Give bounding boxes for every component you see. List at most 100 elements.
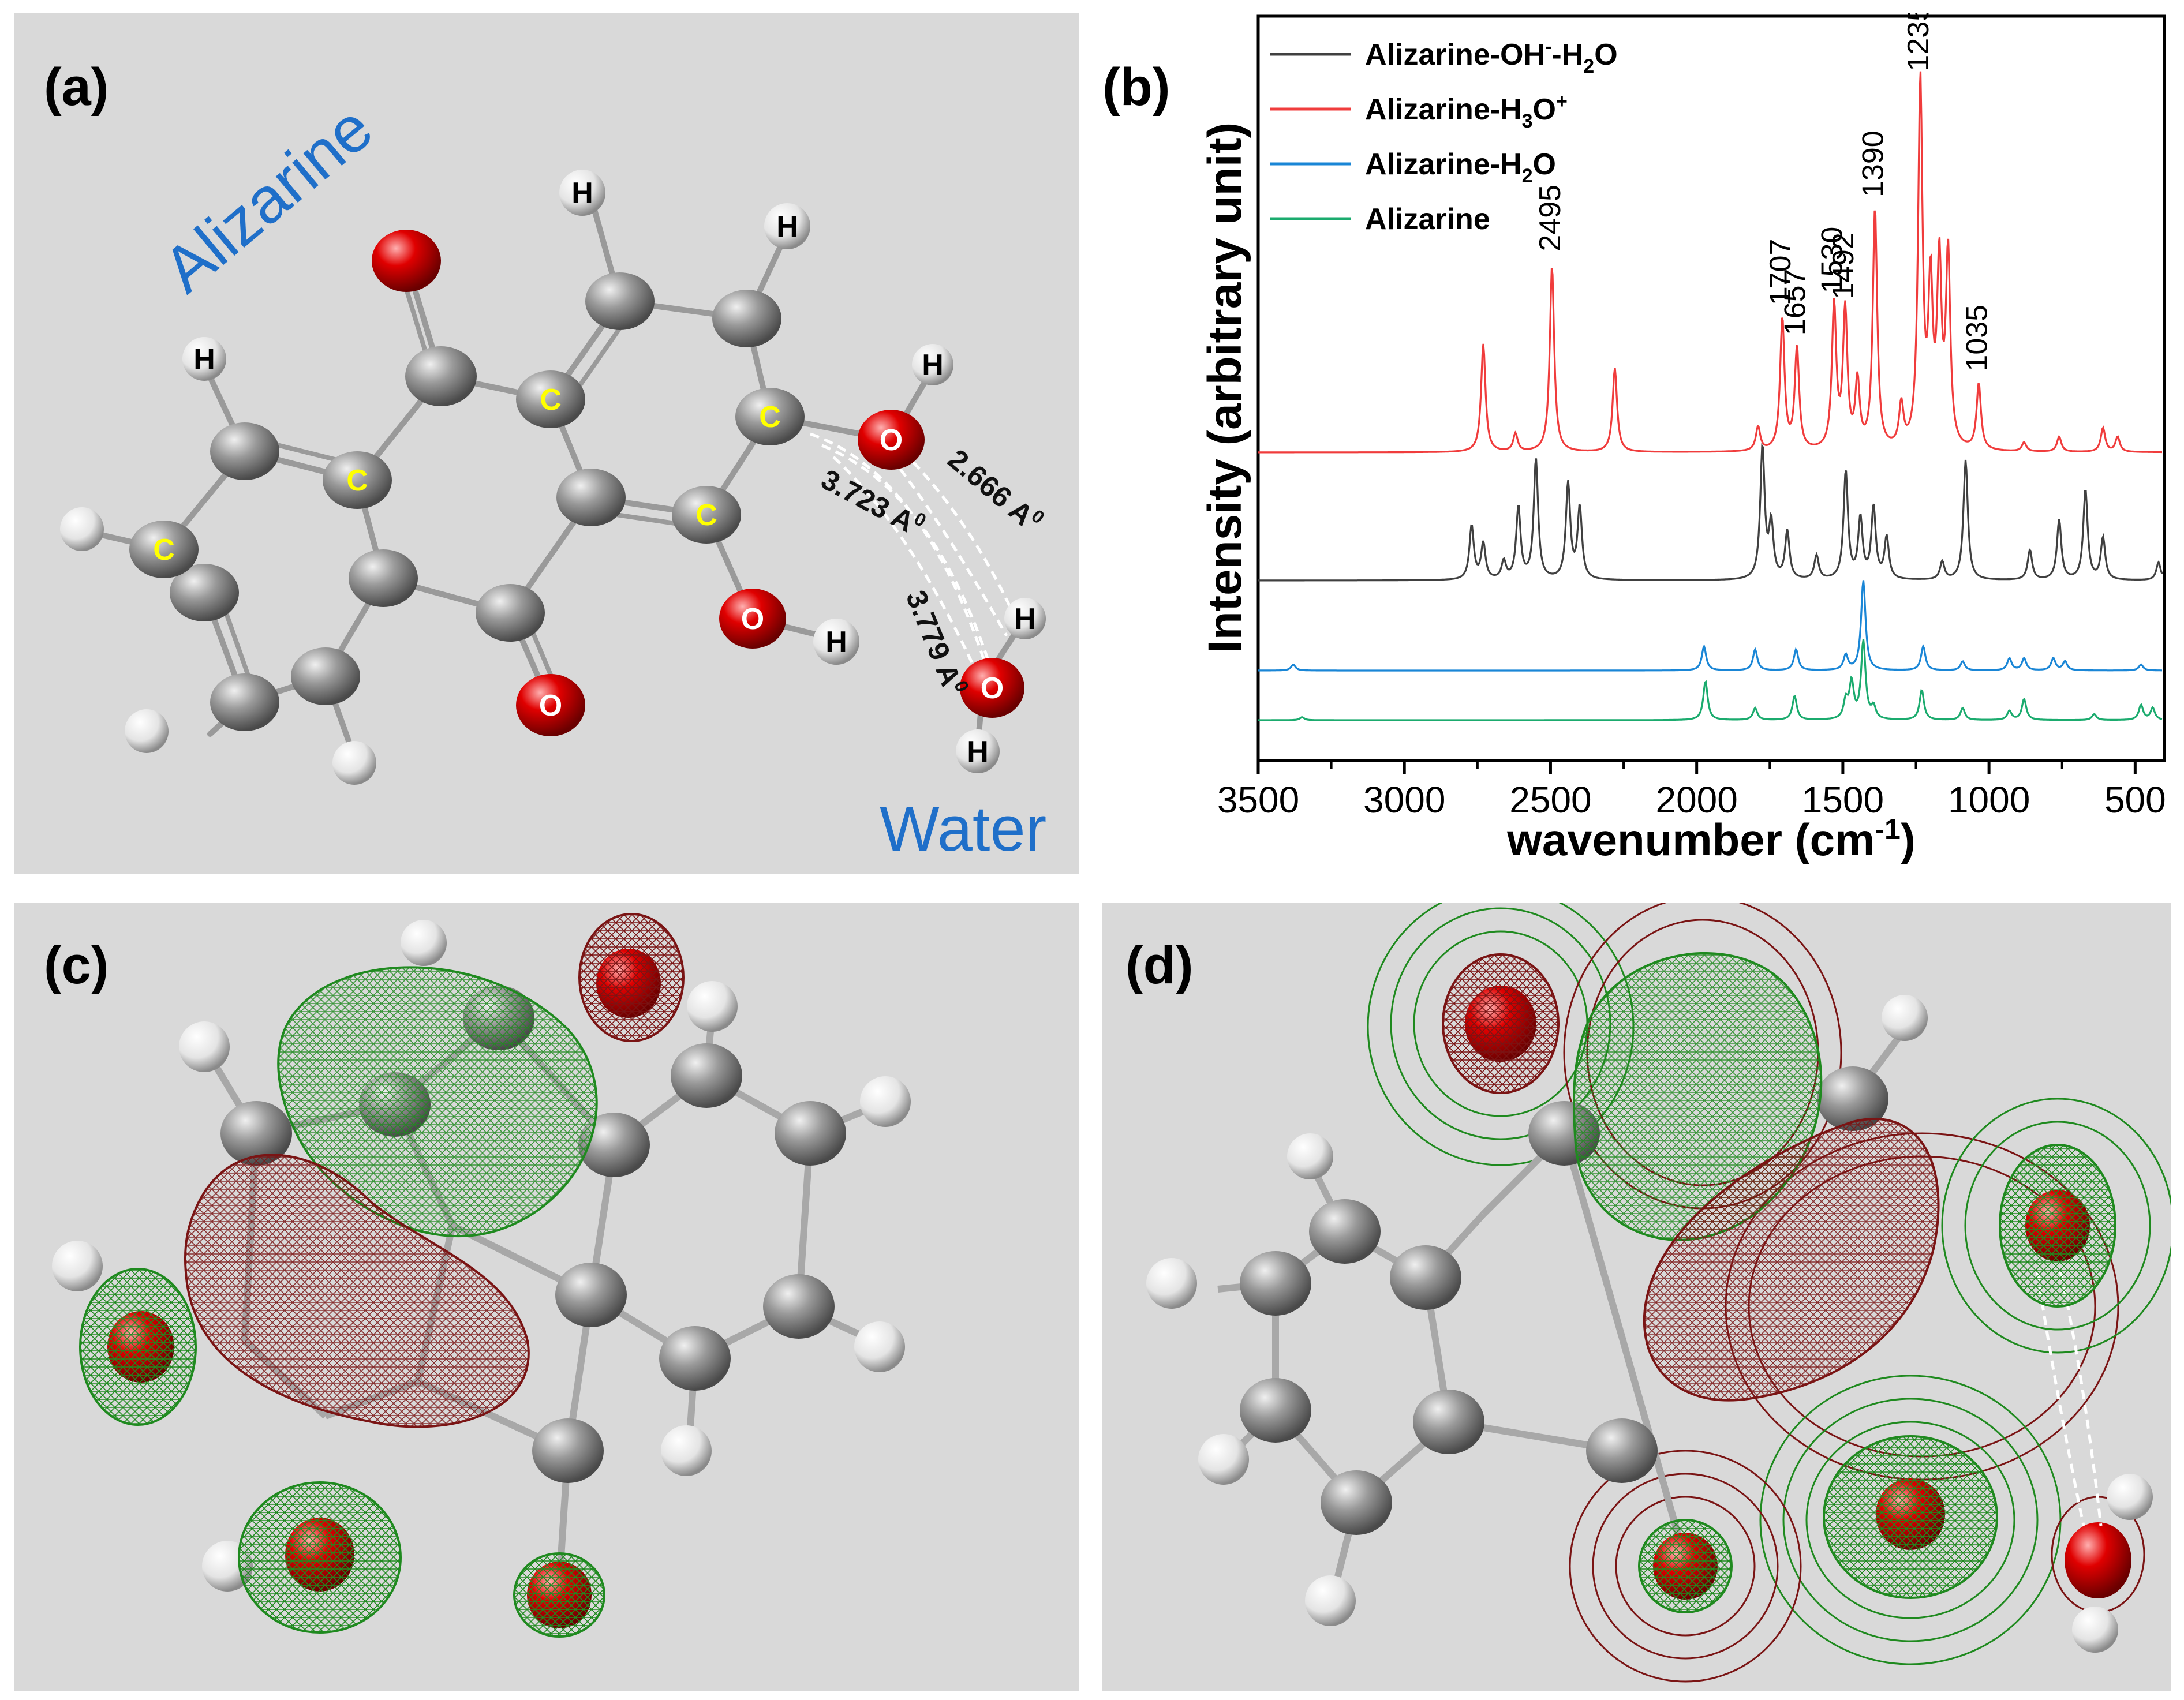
x-tick-label: 3000 bbox=[1363, 779, 1445, 821]
carbon-atom bbox=[476, 584, 545, 642]
carbon-atom bbox=[671, 1043, 742, 1108]
x-tick-label: 2000 bbox=[1655, 779, 1737, 821]
hydrogen-bond-dashes bbox=[2036, 1271, 2103, 1526]
series-line-0 bbox=[1258, 71, 2162, 454]
orbital-lobe-green bbox=[79, 1268, 197, 1426]
orbital-lobe-green bbox=[513, 1552, 605, 1638]
legend-label: Alizarine-H3O+ bbox=[1365, 91, 1568, 132]
carbon-atom bbox=[323, 451, 392, 509]
carbon-atom bbox=[578, 1113, 650, 1177]
legend: Alizarine-OH--H2O Alizarine-H3O+ Alizarine… bbox=[1270, 36, 1618, 236]
orbital-lobe-green bbox=[1823, 1435, 1998, 1599]
orbital-lobes bbox=[1442, 952, 2116, 1613]
orbital-lobe-green bbox=[1999, 1144, 2116, 1308]
hydrogen-atom bbox=[1287, 1133, 1333, 1179]
distance-labels: 3.723 A0 2.666 A0 3.779 A0 bbox=[816, 441, 1049, 695]
series-line-2 bbox=[1258, 580, 2162, 672]
oxygen-label: O bbox=[880, 424, 903, 457]
distance-label-1: 3.723 A0 bbox=[816, 461, 930, 544]
carbon-atom bbox=[585, 272, 655, 330]
hydrogen-atom bbox=[1004, 598, 1046, 639]
peak-label: 2495 bbox=[1534, 185, 1567, 252]
carbon-atom bbox=[735, 388, 805, 445]
oxygen-atom bbox=[719, 589, 786, 649]
panel-c: (c) bbox=[14, 903, 1079, 1691]
panel-d-orbital: (d) bbox=[1125, 903, 2171, 1683]
carbon-atom bbox=[349, 549, 418, 607]
hydrogen-label: H bbox=[571, 177, 593, 210]
hydrogen-atoms bbox=[60, 170, 1046, 785]
carbon-atom bbox=[659, 1326, 731, 1391]
spectrum-chart: (b) Intensity (arbitrary unit) wavenumbe… bbox=[1102, 13, 2166, 865]
carbon-atom bbox=[1309, 1199, 1381, 1264]
hydrogen-atom bbox=[1146, 1258, 1197, 1309]
x-tick-label: 1500 bbox=[1802, 779, 1884, 821]
orbital-lobe-red bbox=[578, 913, 685, 1042]
carbon-atom bbox=[556, 469, 626, 526]
oxygen-atom bbox=[858, 410, 925, 470]
carbon-label: C bbox=[153, 533, 175, 567]
hydrogen-atom bbox=[854, 1321, 905, 1372]
oxygen-label: O bbox=[741, 602, 764, 636]
carbon-atom bbox=[1321, 1470, 1392, 1535]
oxygen-atom bbox=[960, 658, 1024, 718]
carbon-atom bbox=[532, 1418, 604, 1483]
distance-label-2: 2.666 A0 bbox=[942, 441, 1049, 538]
hydrogen-atom bbox=[52, 1241, 103, 1291]
hydrogen-atom bbox=[860, 1076, 911, 1127]
legend-label: Alizarine-OH--H2O bbox=[1365, 36, 1618, 77]
hydrogen-atom bbox=[813, 619, 859, 665]
atom-labels: C C C C C O O O O H H H H H H H bbox=[153, 177, 1036, 769]
hydrogen-label: H bbox=[193, 343, 215, 376]
carbon-atom bbox=[1817, 1066, 1888, 1131]
carbon-atom bbox=[291, 647, 360, 705]
hydrogen-atom bbox=[60, 507, 104, 551]
carbon-atom bbox=[763, 1274, 835, 1339]
peak-label: 1707 bbox=[1764, 239, 1797, 306]
series-line-3 bbox=[1258, 639, 2163, 721]
carbon-atom bbox=[555, 1263, 627, 1327]
x-tick-label: 3500 bbox=[1217, 779, 1299, 821]
x-axis-label: wavenumber (cm-1) bbox=[1506, 813, 1916, 865]
orbital-lobe-red bbox=[1643, 1118, 1940, 1402]
panel-d-label: (d) bbox=[1125, 936, 1193, 995]
x-ticks: 3500 3000 2500 2000 1500 1000 500 bbox=[1217, 761, 2166, 821]
panel-c-label: (c) bbox=[44, 936, 109, 995]
oxygen-atom bbox=[372, 230, 441, 292]
orbital-lobe-green bbox=[1638, 1519, 1733, 1613]
hydrogen-atom bbox=[1305, 1575, 1356, 1626]
peak-label: 1657 bbox=[1778, 269, 1812, 336]
panel-b: (b) Intensity (arbitrary unit) wavenumbe… bbox=[1102, 13, 2171, 874]
legend-label: Alizarine bbox=[1365, 203, 1490, 236]
panel-a-structure: (a) Alizarine Water bbox=[44, 58, 1049, 864]
panel-a: (a) Alizarine Water bbox=[14, 13, 1079, 874]
orbital-lobes bbox=[79, 913, 685, 1638]
carbon-label: C bbox=[759, 400, 781, 434]
contour-lines bbox=[1367, 903, 2171, 1683]
carbon-atom bbox=[1240, 1378, 1311, 1443]
series-line-1 bbox=[1258, 443, 2163, 582]
x-tick-label: 2500 bbox=[1509, 779, 1591, 821]
hydrogen-atom bbox=[332, 741, 376, 785]
peak-label: 1530 bbox=[1816, 227, 1849, 294]
hydrogen-atom bbox=[687, 981, 738, 1032]
carbon-atom bbox=[1240, 1251, 1311, 1316]
hydrogen-bond-dashes bbox=[810, 432, 1020, 689]
hydrogen-atom bbox=[1198, 1434, 1249, 1485]
carbon-atom bbox=[1586, 1418, 1658, 1483]
hydrogen-atom bbox=[179, 1021, 230, 1072]
legend-label: Alizarine-H2O bbox=[1365, 148, 1556, 187]
hydrogen-atom bbox=[2107, 1474, 2153, 1520]
carbon-label: C bbox=[540, 383, 562, 417]
oxygen-label: O bbox=[539, 689, 562, 722]
carbon-atom bbox=[672, 486, 741, 544]
carbon-atom bbox=[712, 290, 781, 347]
hydrogen-atom bbox=[764, 203, 810, 249]
orbital-lobe-red bbox=[1442, 953, 1560, 1094]
oxygen-atom bbox=[516, 674, 585, 736]
hydrogen-atom bbox=[912, 344, 953, 385]
carbon-label: C bbox=[695, 499, 717, 532]
oxygen-atoms bbox=[372, 230, 1024, 736]
carbon-atom bbox=[220, 1101, 292, 1166]
hydrogen-atom bbox=[2072, 1607, 2118, 1653]
